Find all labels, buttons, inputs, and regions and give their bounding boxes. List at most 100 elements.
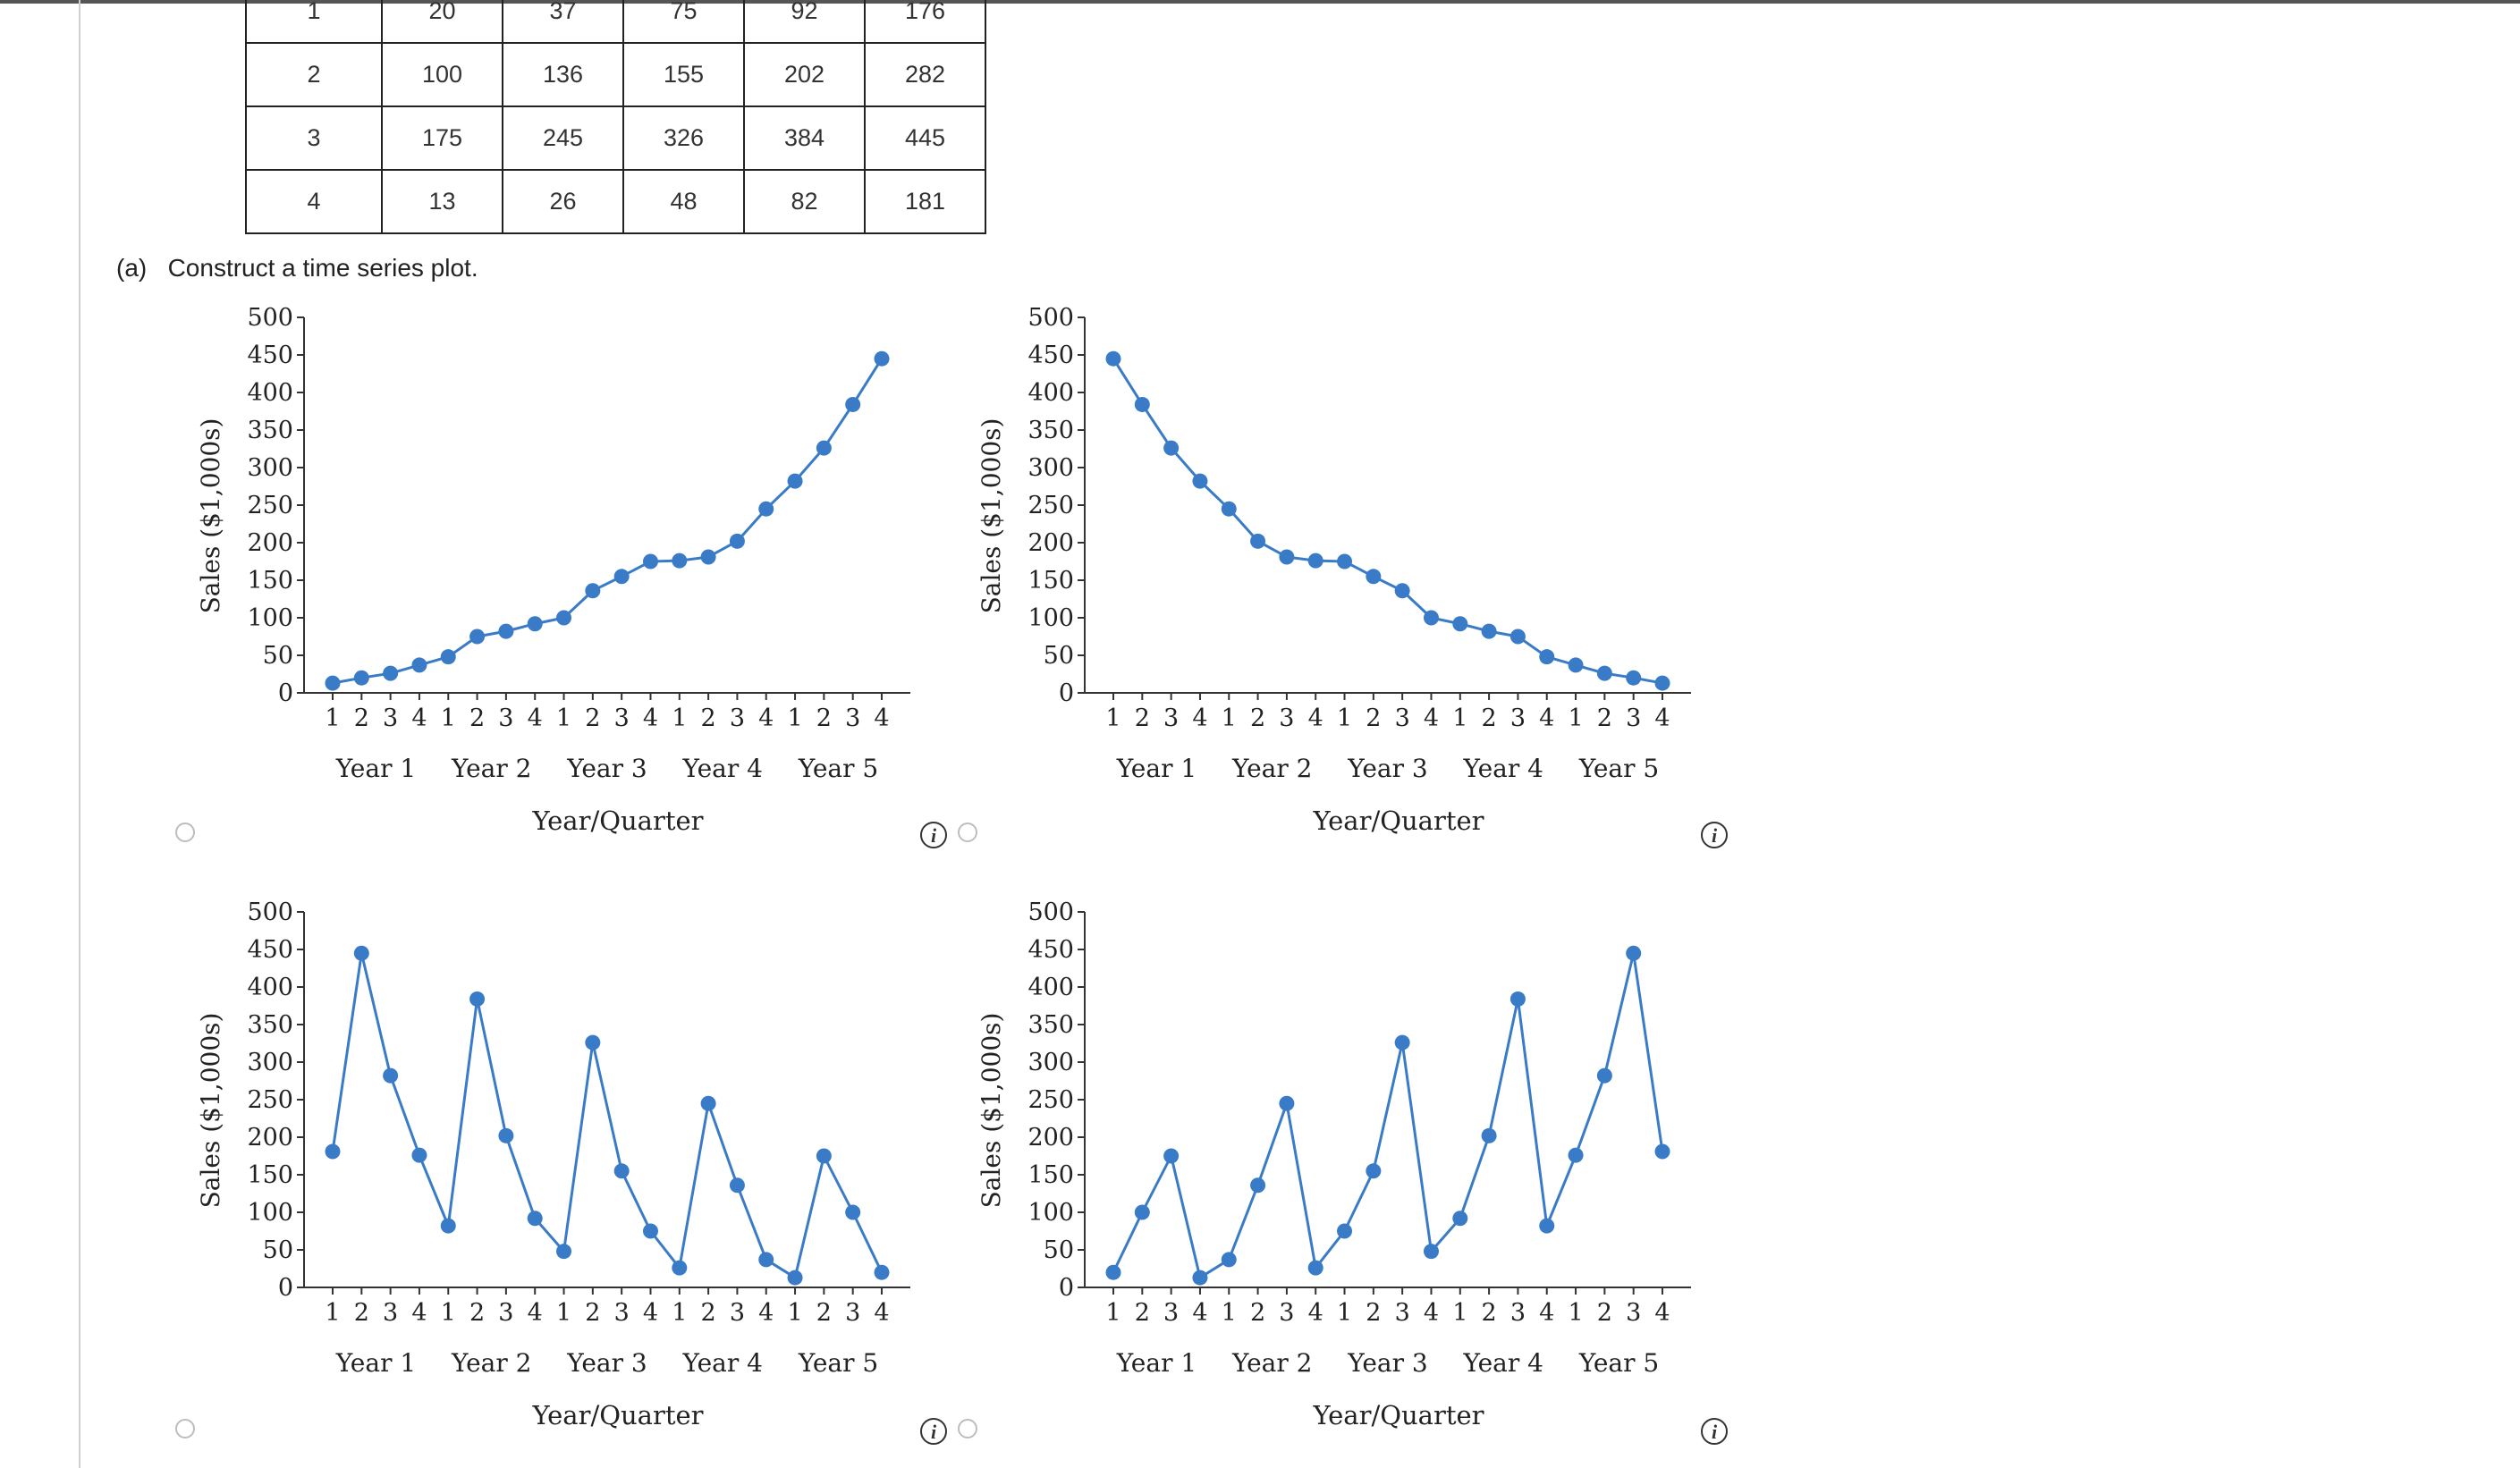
info-icon[interactable]: i bbox=[920, 1418, 947, 1445]
series-line bbox=[332, 358, 884, 685]
y-axis-title: Sales ($1,000s) bbox=[196, 1013, 225, 1209]
year-label: Year 2 bbox=[1231, 754, 1312, 783]
data-point bbox=[1626, 945, 1642, 961]
sales-cell: 176 bbox=[864, 0, 986, 44]
y-tick-label: 0 bbox=[278, 1274, 293, 1302]
x-tick-label: 4 bbox=[528, 704, 543, 732]
data-point bbox=[1394, 583, 1410, 599]
x-tick-label: 1 bbox=[1452, 1299, 1467, 1327]
data-point bbox=[1452, 616, 1468, 632]
data-point bbox=[1423, 1244, 1439, 1260]
data-point bbox=[1481, 1127, 1497, 1143]
year-label: Year 4 bbox=[682, 754, 763, 783]
x-tick-label: 3 bbox=[1626, 704, 1641, 732]
data-point bbox=[787, 1270, 803, 1286]
quarter-cell: 1 bbox=[245, 0, 383, 44]
x-tick-label: 4 bbox=[1308, 1299, 1323, 1327]
y-tick-label: 200 bbox=[1027, 1124, 1074, 1152]
y-tick-label: 500 bbox=[247, 899, 293, 926]
info-icon[interactable]: i bbox=[920, 822, 947, 848]
data-point bbox=[672, 1260, 688, 1276]
y-tick-label: 450 bbox=[247, 342, 293, 369]
x-tick-label: 4 bbox=[758, 1299, 774, 1327]
y-tick-label: 250 bbox=[1027, 1086, 1074, 1114]
y-tick-label: 350 bbox=[1027, 1011, 1074, 1039]
x-tick-label: 1 bbox=[1222, 704, 1237, 732]
data-point bbox=[411, 1147, 427, 1163]
sales-cell: 326 bbox=[622, 105, 745, 171]
year-label: Year 3 bbox=[566, 754, 647, 783]
year-label: Year 3 bbox=[1347, 754, 1427, 783]
y-tick-label: 200 bbox=[247, 529, 293, 557]
series-line bbox=[331, 951, 884, 1279]
x-tick-label: 2 bbox=[354, 704, 369, 732]
x-axis-title: Year/Quarter bbox=[1313, 806, 1484, 836]
data-point bbox=[613, 1163, 630, 1179]
data-point bbox=[1654, 675, 1670, 691]
data-point bbox=[845, 1204, 861, 1220]
x-tick-label: 1 bbox=[787, 1299, 802, 1327]
x-tick-label: 1 bbox=[441, 1299, 456, 1327]
radio-option-c[interactable] bbox=[175, 1419, 195, 1438]
y-tick-label: 50 bbox=[263, 642, 293, 670]
x-tick-label: 4 bbox=[1308, 704, 1323, 732]
x-tick-label: 1 bbox=[1452, 704, 1467, 732]
x-tick-label: 2 bbox=[585, 704, 600, 732]
data-point bbox=[527, 616, 543, 632]
x-tick-label: 1 bbox=[1337, 704, 1352, 732]
x-tick-label: 4 bbox=[1539, 704, 1554, 732]
data-point bbox=[700, 1095, 716, 1111]
series-line bbox=[1112, 358, 1663, 685]
x-tick-label: 3 bbox=[845, 1299, 860, 1327]
y-tick-label: 400 bbox=[1027, 379, 1074, 407]
radio-option-a[interactable] bbox=[175, 823, 195, 842]
year-label: Year 1 bbox=[1116, 754, 1197, 783]
data-point bbox=[1509, 629, 1526, 645]
sales-cell: 26 bbox=[502, 169, 624, 234]
data-point bbox=[758, 1252, 774, 1268]
info-icon[interactable]: i bbox=[1701, 1418, 1728, 1445]
question-prompt: (a) Construct a time series plot. bbox=[116, 254, 478, 283]
radio-option-b[interactable] bbox=[958, 823, 977, 842]
y-tick-label: 250 bbox=[247, 1086, 293, 1114]
x-tick-label: 2 bbox=[1597, 1299, 1612, 1327]
sales-cell: 136 bbox=[502, 42, 624, 107]
sales-cell: 282 bbox=[864, 42, 986, 107]
y-tick-label: 50 bbox=[263, 1236, 293, 1264]
info-icon[interactable]: i bbox=[1701, 822, 1728, 848]
x-tick-label: 4 bbox=[643, 1299, 658, 1327]
year-label: Year 1 bbox=[335, 1348, 416, 1378]
x-tick-label: 4 bbox=[643, 704, 658, 732]
x-tick-label: 3 bbox=[1395, 704, 1410, 732]
x-tick-label: 3 bbox=[845, 704, 860, 732]
radio-option-d[interactable] bbox=[958, 1419, 977, 1438]
data-point bbox=[700, 549, 716, 565]
x-tick-label: 3 bbox=[1279, 704, 1294, 732]
x-axis-title: Year/Quarter bbox=[532, 1400, 704, 1430]
year-label: Year 4 bbox=[1463, 1348, 1543, 1378]
x-tick-label: 1 bbox=[441, 704, 456, 732]
data-point bbox=[1654, 1143, 1670, 1160]
x-tick-label: 2 bbox=[1366, 1299, 1381, 1327]
x-tick-label: 1 bbox=[556, 1299, 571, 1327]
data-point bbox=[585, 1034, 601, 1050]
data-point bbox=[729, 1177, 745, 1194]
year-label: Year 1 bbox=[1116, 1348, 1197, 1378]
y-tick-label: 0 bbox=[1059, 679, 1074, 707]
sales-cell: 92 bbox=[743, 0, 866, 44]
y-tick-label: 0 bbox=[278, 679, 293, 707]
year-label: Year 2 bbox=[451, 1348, 531, 1378]
x-tick-label: 4 bbox=[1424, 704, 1439, 732]
sales-cell: 245 bbox=[502, 105, 624, 171]
y-tick-label: 300 bbox=[247, 1049, 293, 1076]
data-point bbox=[440, 649, 456, 665]
data-point bbox=[383, 665, 399, 681]
year-label: Year 5 bbox=[798, 754, 878, 783]
data-point bbox=[556, 610, 572, 626]
data-point bbox=[1626, 670, 1642, 686]
x-tick-label: 1 bbox=[1105, 1299, 1120, 1327]
x-tick-label: 3 bbox=[730, 704, 745, 732]
year-label: Year 1 bbox=[335, 754, 416, 783]
